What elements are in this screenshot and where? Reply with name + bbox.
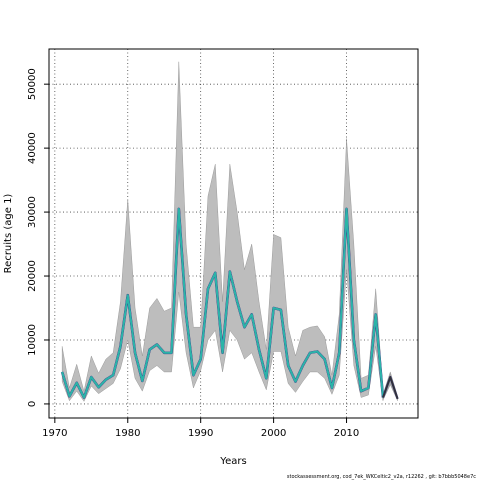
plot-frame bbox=[48, 48, 419, 419]
y-tick-label: 0 bbox=[27, 401, 38, 407]
x-axis-label: Years bbox=[219, 456, 246, 467]
x-tick-label: 1970 bbox=[42, 428, 67, 439]
x-tick-label: 1980 bbox=[115, 428, 140, 439]
confidence-band bbox=[61, 61, 384, 402]
x-tick-label: 2000 bbox=[261, 428, 286, 439]
x-tick-label: 2010 bbox=[334, 428, 359, 439]
x-axis-ticks: 1970 1980 1990 2000 2010 bbox=[42, 418, 359, 439]
footer-source-text: stockassessment.org, cod_7ek_WKCeltic2_v… bbox=[286, 474, 476, 480]
y-axis-label: Recruits (age 1) bbox=[3, 194, 14, 274]
y-tick-label: 50000 bbox=[27, 68, 38, 100]
x-tick-label: 1990 bbox=[188, 428, 213, 439]
y-tick-label: 40000 bbox=[27, 132, 38, 164]
y-tick-label: 20000 bbox=[27, 260, 38, 292]
y-tick-label: 30000 bbox=[27, 196, 38, 228]
y-axis-ticks: 0 10000 20000 30000 40000 50000 bbox=[27, 68, 49, 407]
y-tick-label: 10000 bbox=[27, 324, 38, 356]
series-line-projection bbox=[382, 376, 399, 400]
series-line-estimate bbox=[61, 207, 384, 399]
series-lines bbox=[60, 207, 399, 400]
